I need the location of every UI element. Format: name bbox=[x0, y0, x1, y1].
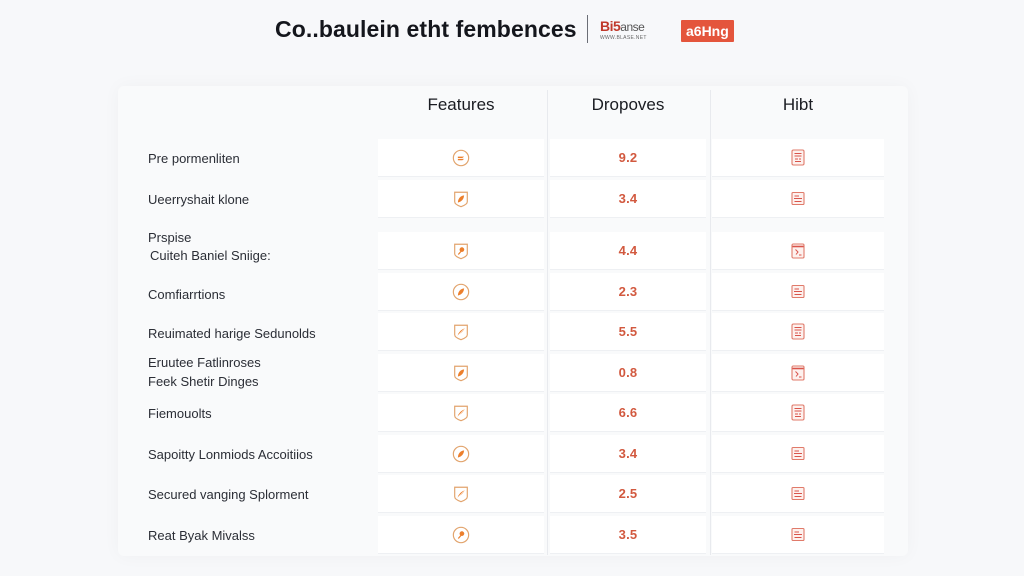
score-cell: 6.6 bbox=[550, 394, 706, 432]
card-icon bbox=[791, 190, 805, 207]
leaf-shield-icon bbox=[452, 190, 470, 208]
row-label: Comfiarrtions bbox=[148, 287, 226, 302]
score-value: 9.2 bbox=[618, 150, 638, 165]
card-icon bbox=[791, 526, 805, 543]
calendar-doc-icon bbox=[791, 364, 805, 381]
score-value: 3.5 bbox=[618, 527, 638, 542]
brand-logo-secondary: a6Hng bbox=[681, 20, 734, 42]
row-label: Reat Byak Mivalss bbox=[148, 528, 255, 543]
score-cell: 2.3 bbox=[550, 273, 706, 311]
score-cell: 3.4 bbox=[550, 435, 706, 473]
feature-cell[interactable] bbox=[378, 232, 544, 270]
flame-circle-icon bbox=[452, 445, 470, 463]
row-label: Reuimated harige Sedunolds bbox=[148, 326, 316, 341]
document-icon bbox=[791, 404, 805, 421]
key-shield-icon bbox=[452, 242, 470, 260]
row-label: Eruutee Fatlinroses bbox=[148, 355, 261, 370]
feather-shield-icon bbox=[452, 323, 470, 341]
row-label: Prspise bbox=[148, 230, 192, 245]
leaf-shield-icon bbox=[452, 364, 470, 382]
column-header-features: Features bbox=[427, 95, 495, 114]
column-header-hibt: Hibt bbox=[782, 95, 814, 114]
row-label-secondary: Cuiteh Baniel Sniige: bbox=[150, 248, 271, 263]
header-divider bbox=[587, 15, 588, 43]
feature-cell[interactable] bbox=[378, 475, 544, 513]
brand-logo-mark: Bi5anse bbox=[600, 18, 645, 34]
feature-cell[interactable] bbox=[378, 273, 544, 311]
feature-cell[interactable] bbox=[378, 313, 544, 351]
row-label: Sapoitty Lonmiods Accoitiios bbox=[148, 447, 313, 462]
feature-cell[interactable] bbox=[378, 435, 544, 473]
score-cell: 5.5 bbox=[550, 313, 706, 351]
hibt-cell[interactable] bbox=[712, 475, 884, 513]
card-icon bbox=[791, 445, 805, 462]
score-value: 3.4 bbox=[618, 446, 638, 461]
leaf-circle-icon bbox=[452, 283, 470, 301]
feather-shield-icon bbox=[452, 485, 470, 503]
row-label-secondary: Feek Shetir Dinges bbox=[148, 374, 259, 389]
coin-circle-icon bbox=[452, 526, 470, 544]
card-icon bbox=[791, 485, 805, 502]
hibt-cell[interactable] bbox=[712, 435, 884, 473]
page-title: Co..baulein etht fembences bbox=[275, 16, 577, 42]
score-value: 2.5 bbox=[618, 486, 638, 501]
coin-circle-icon bbox=[452, 149, 470, 167]
score-value: 6.6 bbox=[618, 405, 638, 420]
score-value: 4.4 bbox=[618, 243, 638, 258]
feature-cell[interactable] bbox=[378, 354, 544, 392]
document-icon bbox=[791, 149, 805, 166]
row-label: Fiemouolts bbox=[148, 406, 212, 421]
score-cell: 3.5 bbox=[550, 516, 706, 554]
brand-logo-rest-text: anse bbox=[620, 20, 645, 34]
score-cell: 9.2 bbox=[550, 139, 706, 177]
hibt-cell[interactable] bbox=[712, 232, 884, 270]
row-label: Pre pormenliten bbox=[148, 151, 240, 166]
document-icon bbox=[791, 323, 805, 340]
row-label: Ueerryshait klone bbox=[148, 192, 250, 207]
feature-cell[interactable] bbox=[378, 394, 544, 432]
hibt-cell[interactable] bbox=[712, 354, 884, 392]
score-value: 0.8 bbox=[618, 365, 638, 380]
calendar-doc-icon bbox=[791, 242, 805, 259]
hibt-cell[interactable] bbox=[712, 394, 884, 432]
hibt-cell[interactable] bbox=[712, 313, 884, 351]
card-icon bbox=[791, 283, 805, 300]
feature-cell[interactable] bbox=[378, 139, 544, 177]
hibt-cell[interactable] bbox=[712, 516, 884, 554]
column-divider bbox=[547, 90, 548, 555]
score-cell: 2.5 bbox=[550, 475, 706, 513]
brand-logo-mark-text: Bi5 bbox=[600, 18, 621, 34]
page-header: Co..baulein etht fembences Bi5anse WWW.B… bbox=[0, 0, 1024, 60]
score-value: 3.4 bbox=[618, 191, 638, 206]
column-header-dropoves: Dropoves bbox=[591, 95, 665, 114]
feature-cell[interactable] bbox=[378, 180, 544, 218]
score-cell: 0.8 bbox=[550, 354, 706, 392]
pen-shield-icon bbox=[452, 404, 470, 422]
brand-logo-primary: Bi5anse WWW.BLASE.NET bbox=[600, 18, 670, 44]
score-cell: 4.4 bbox=[550, 232, 706, 270]
feature-cell[interactable] bbox=[378, 516, 544, 554]
brand-logo-subtext: WWW.BLASE.NET bbox=[600, 35, 647, 41]
hibt-cell[interactable] bbox=[712, 139, 884, 177]
score-cell: 3.4 bbox=[550, 180, 706, 218]
hibt-cell[interactable] bbox=[712, 273, 884, 311]
score-value: 5.5 bbox=[618, 324, 638, 339]
row-label: Secured vanging Splorment bbox=[148, 487, 309, 502]
column-divider bbox=[710, 90, 711, 555]
hibt-cell[interactable] bbox=[712, 180, 884, 218]
score-value: 2.3 bbox=[618, 284, 638, 299]
